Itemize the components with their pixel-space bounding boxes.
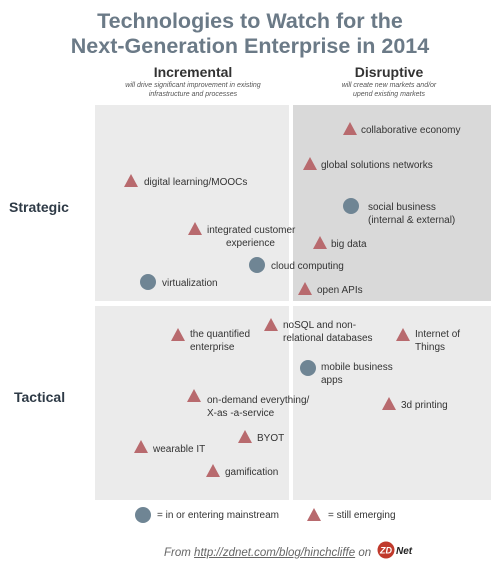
emerging-triangle-icon [382,397,396,410]
emerging-triangle-icon [396,328,410,341]
tactical-row-label: Tactical [14,389,66,405]
quadrant-tactical-incremental [95,306,289,500]
legend-emerging-label: = still emerging [328,510,396,521]
item-integrated-customer-line-1: integrated customer [207,225,296,236]
disruptive-subtitle-line-2: upend existing markets [353,91,425,98]
footer-prefix: From [164,547,191,559]
footer-on: on [358,547,372,559]
item-nosql-line-2: relational databases [283,333,373,344]
item-wearable-it: wearable IT [153,444,206,455]
svg-text:ZD: ZD [379,546,392,556]
incremental-heading: Incremental [153,64,233,80]
item-collaborative-economy: collaborative economy [361,125,461,136]
emerging-triangle-icon [238,430,252,443]
disruptive-subtitle-line-1: will create new markets and/or [341,82,437,89]
legend-emerging-triangle-icon [307,508,321,521]
item-mobile-business-apps-line-2: apps [321,375,343,386]
item-big-data: big data [331,239,367,250]
emerging-triangle-icon [313,236,327,249]
title-line-2: Next-Generation Enterprise in 2014 [70,34,430,58]
legend-mainstream-label: = in or entering mainstream [157,510,280,521]
svg-text:Net: Net [396,546,413,557]
item-internet-of-things-line-2: Things [415,342,446,353]
emerging-triangle-icon [188,222,202,235]
item-social-business-line-1: social business [368,202,436,213]
item-social-business-line-2: (internal & external) [368,215,456,226]
emerging-triangle-icon [298,282,312,295]
emerging-triangle-icon [171,328,185,341]
title-line-1: Technologies to Watch for the [97,9,403,33]
item-internet-of-things-line-1: Internet of [415,329,461,340]
item-on-demand-line-2: X-as -a-service [207,408,275,419]
emerging-triangle-icon [264,318,278,331]
item-byot: BYOT [257,433,285,444]
item-quantified-enterprise-line-2: enterprise [190,342,235,353]
emerging-triangle-icon [206,464,220,477]
item-on-demand-line-1: on-demand everything/ [207,395,310,406]
mainstream-circle-icon [140,274,156,290]
zdnet-logo-icon: ZD Net [377,541,415,562]
mainstream-circle-icon [300,360,316,376]
incremental-subtitle-line-2: infrastructure and processes [148,91,238,98]
item-virtualization: virtualization [162,278,218,289]
emerging-triangle-icon [303,157,317,170]
incremental-subtitle-line-1: will drive significant improvement in ex… [125,82,261,89]
mainstream-circle-icon [343,198,359,214]
legend-mainstream-circle-icon [135,507,151,523]
item-3d-printing: 3d printing [401,400,448,411]
footer-credit: From http://zdnet.com/blog/hinchcliffe o… [164,538,415,559]
mainstream-circle-icon [249,257,265,273]
quadrant-strategic-disruptive [293,105,491,301]
emerging-triangle-icon [343,122,357,135]
footer-link[interactable]: http://zdnet.com/blog/hinchcliffe [194,547,356,559]
item-mobile-business-apps-line-1: mobile business [321,362,393,373]
emerging-triangle-icon [124,174,138,187]
item-open-apis: open APIs [317,285,363,296]
emerging-triangle-icon [187,389,201,402]
item-gamification: gamification [225,467,279,478]
item-nosql-line-1: noSQL and non- [283,320,357,331]
strategic-row-label: Strategic [9,199,69,215]
item-cloud-computing: cloud computing [271,261,344,272]
disruptive-heading: Disruptive [354,64,424,80]
item-integrated-customer-line-2: experience [226,238,275,249]
item-digital-learning: digital learning/MOOCs [144,177,248,188]
item-global-solutions-networks: global solutions networks [321,160,433,171]
emerging-triangle-icon [134,440,148,453]
item-quantified-enterprise-line-1: the quantified [190,329,251,340]
